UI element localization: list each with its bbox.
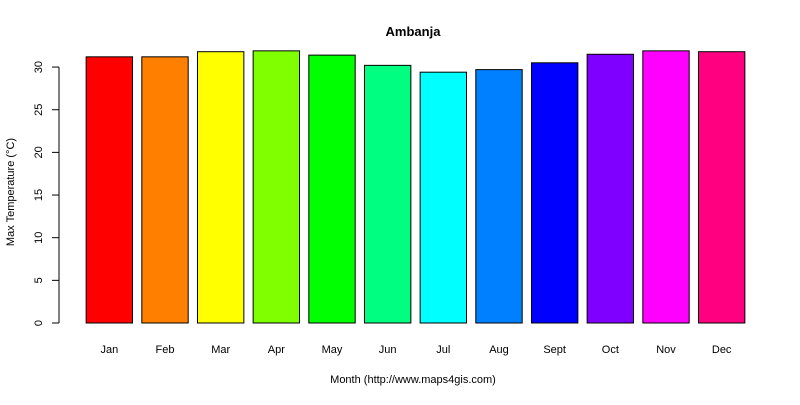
bar-sept (530, 62, 579, 324)
bar-jun (363, 64, 412, 324)
x-tick-label: Dec (712, 344, 732, 356)
y-tick-label: 10 (33, 232, 45, 244)
bar-jul (419, 71, 468, 324)
bars-group (85, 50, 746, 324)
y-tick-label: 20 (33, 146, 45, 158)
bar-nov (642, 50, 690, 324)
y-tick-label: 5 (33, 277, 45, 283)
y-tick-label: 15 (33, 189, 45, 201)
x-tick-label: Feb (156, 344, 175, 356)
bar-dec (697, 51, 746, 324)
bar-may (308, 54, 356, 324)
bar-aug (475, 69, 523, 324)
y-axis: 0 5 10 15 20 25 30 (33, 61, 60, 326)
x-tick-label: Jun (379, 344, 397, 356)
x-tick-label: Nov (656, 344, 676, 356)
bar-oct (586, 53, 635, 324)
x-axis-labels: Jan Feb Mar Apr May Jun Jul Aug Sept Oct Nov Dec (100, 344, 731, 356)
x-tick-label: Aug (489, 344, 509, 356)
x-tick-label: Sept (543, 344, 566, 356)
y-tick-label: 25 (33, 104, 45, 116)
y-axis-title: Max Temperature (°C) (5, 138, 17, 246)
bar-feb (141, 56, 189, 324)
x-tick-label: Jan (100, 344, 118, 356)
bar-apr (252, 50, 301, 324)
y-tick-label: 0 (33, 320, 45, 326)
y-tick-label: 30 (33, 61, 45, 73)
bar-jan (85, 56, 134, 324)
x-tick-label: Mar (211, 344, 230, 356)
x-tick-label: May (322, 344, 343, 356)
x-tick-label: Oct (602, 344, 619, 356)
chart-title: Ambanja (386, 24, 442, 39)
bar-mar (196, 51, 245, 324)
x-tick-label: Jul (436, 344, 450, 356)
x-tick-label: Apr (268, 344, 285, 356)
x-axis-title: Month (http://www.maps4gis.com) (330, 374, 496, 386)
